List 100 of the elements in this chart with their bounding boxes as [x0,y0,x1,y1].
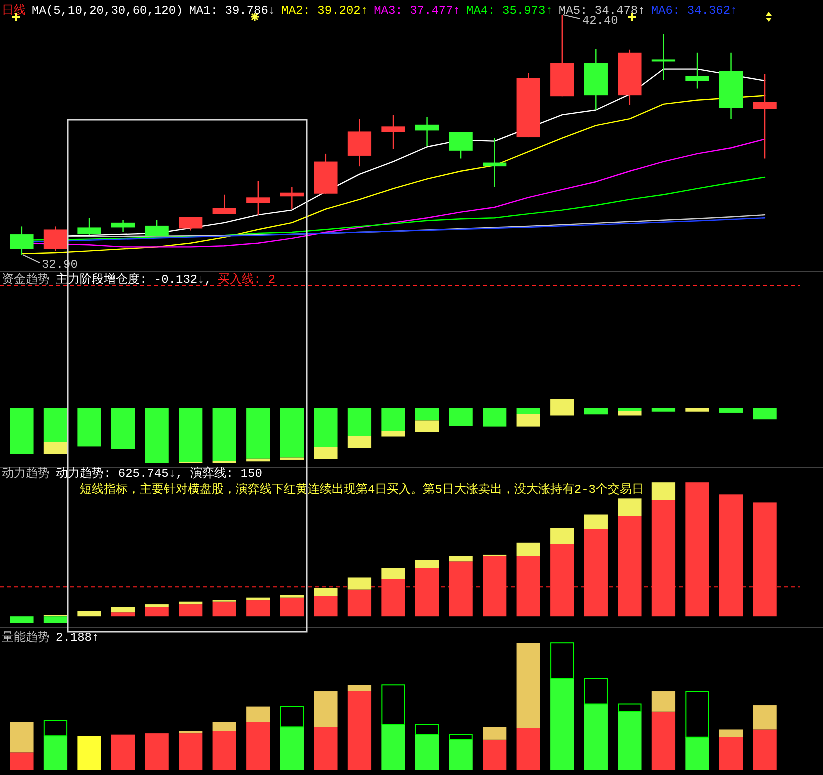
bar [719,408,744,413]
bar [44,736,68,770]
bar [246,706,270,722]
bar [246,458,270,462]
bar [415,734,440,770]
bar [753,730,777,770]
bar [719,730,744,738]
bar [44,720,68,737]
candlestick [179,216,203,232]
bar [179,604,203,617]
text: MA1: 39.786↓ [189,4,276,18]
bar [314,727,338,770]
bar [449,562,473,617]
candlestick [212,194,236,215]
bar [246,600,270,617]
bar [212,602,236,617]
bar [686,691,710,738]
chart-subtitle: 动力趋势: 625.745↓, 演弈线: 150 [56,466,262,481]
bar [584,678,608,705]
bar [212,408,236,462]
bar [449,556,473,562]
candlestick [78,218,102,236]
bar [550,528,574,544]
bar [246,408,270,459]
bar [516,556,540,617]
bar [550,642,574,680]
bar [618,411,642,416]
bar [348,578,372,590]
bar [516,728,540,770]
bar [686,482,710,617]
bar [516,643,540,728]
bar [382,568,406,580]
bar [314,447,338,460]
bar [652,408,676,412]
bar [10,722,34,753]
bar [111,612,136,617]
bar [314,408,338,448]
candlestick [652,34,676,81]
bar [449,734,473,740]
bar [10,616,34,624]
bar [584,408,608,415]
bar [314,588,338,596]
chart-title: 资金趋势 [2,273,50,287]
bar [111,734,136,770]
bar [719,737,744,770]
candlestick [10,226,34,256]
bar [686,737,710,770]
bar [145,734,169,770]
bar [348,408,372,436]
bar [179,408,203,462]
bar [314,692,338,728]
chart-title: 日线 [2,4,26,18]
candlestick [111,220,136,234]
bar [584,514,608,530]
chart-title: 动力趋势 [2,467,50,481]
bar [584,704,608,770]
text: MA2: 39.202↑ [282,4,368,18]
bar [449,408,473,426]
bar [516,542,540,556]
bar [652,500,676,617]
annotation: 42.40 [582,14,618,28]
bar [584,530,608,617]
candlestick [280,186,304,210]
bar [618,408,642,412]
bar [483,556,507,617]
candlestick [449,132,473,160]
bar [78,736,102,770]
bar [280,706,304,728]
bar [618,712,642,770]
bar [618,704,642,712]
chart-subtitle: 2.188↑ [56,631,100,645]
candlestick [483,138,507,188]
bar [382,684,406,726]
bar [280,595,304,598]
candlestick [753,74,777,160]
bar [618,498,642,516]
bar [179,602,203,605]
candlestick [145,220,169,238]
bar [415,560,440,568]
bar [145,408,169,464]
bar [753,502,777,617]
bar [10,752,34,770]
bar [516,414,540,427]
bar [179,734,203,770]
bar [145,604,169,608]
bar [415,724,440,736]
bar [145,607,169,617]
bar [246,598,270,601]
text: MA3: 37.477↑ [374,4,460,18]
bar [652,712,676,770]
candlestick [415,116,440,147]
bar [280,727,304,770]
bar [78,611,102,617]
bar [348,685,372,692]
bar [753,706,777,730]
bar [382,408,406,432]
bar [415,420,440,432]
bar [246,722,270,770]
bar [550,544,574,617]
bar [618,516,642,617]
